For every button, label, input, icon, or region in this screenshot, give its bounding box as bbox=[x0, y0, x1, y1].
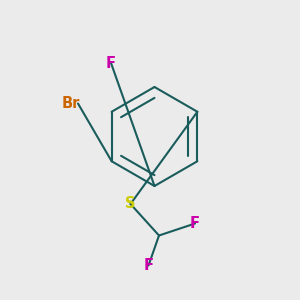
Text: S: S bbox=[125, 196, 136, 211]
Text: F: F bbox=[106, 56, 116, 70]
Text: Br: Br bbox=[61, 96, 80, 111]
Text: F: F bbox=[143, 258, 154, 273]
Text: F: F bbox=[190, 216, 200, 231]
